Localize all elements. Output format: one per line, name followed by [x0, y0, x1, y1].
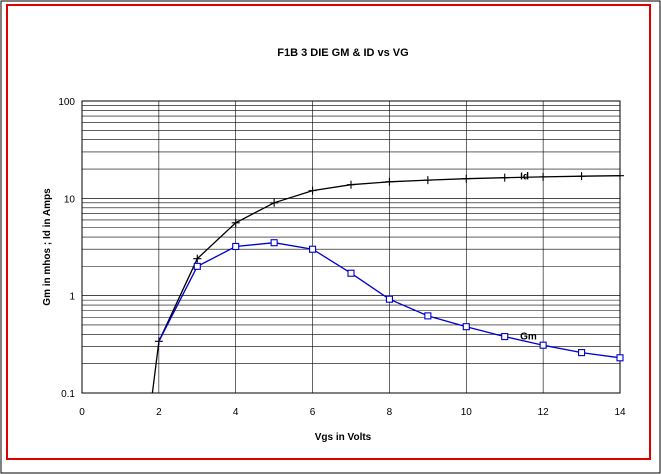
- series-annotation-label: Gm: [520, 331, 537, 342]
- y-tick-label: 100: [58, 97, 75, 108]
- x-tick-label: 0: [79, 407, 85, 418]
- data-point-id: [577, 172, 586, 181]
- y-tick-label: 1: [69, 292, 75, 303]
- y-axis-label: Gm in mhos ; Id in Amps: [42, 188, 53, 306]
- data-point-id: [539, 172, 548, 181]
- series-id: [151, 171, 624, 394]
- data-point-gm: [616, 354, 624, 362]
- data-point-gm: [501, 333, 509, 341]
- data-point-gm: [539, 341, 547, 349]
- data-point-id: [231, 218, 240, 227]
- data-point-id: [616, 171, 624, 180]
- plot-area-border: [81, 100, 621, 394]
- y-axis-ticks: 0.1 1 10 100: [58, 97, 75, 400]
- y-tick-label: 10: [64, 194, 76, 205]
- x-tick-label: 14: [614, 407, 626, 418]
- x-tick-label: 12: [538, 407, 550, 418]
- series-line-id: [151, 175, 621, 394]
- data-point-gm: [309, 245, 317, 253]
- chart-title: F1B 3 DIE GM & ID vs VG: [277, 47, 408, 59]
- data-point-gm: [385, 295, 393, 303]
- x-tick-label: 4: [233, 407, 239, 418]
- y-tick-label: 0.1: [61, 389, 75, 400]
- x-tick-label: 2: [156, 407, 162, 418]
- series-layer: [151, 171, 624, 394]
- data-point-gm: [193, 262, 201, 270]
- data-point-gm: [347, 269, 355, 277]
- data-point-id: [347, 180, 355, 189]
- annotations: Id Gm: [520, 171, 537, 342]
- data-point-id: [308, 186, 317, 195]
- series-gm: [158, 239, 624, 362]
- data-point-id: [193, 254, 202, 263]
- data-point-id: [500, 173, 509, 182]
- x-tick-label: 6: [310, 407, 316, 418]
- series-annotation-label: Id: [520, 171, 529, 182]
- chart-area-border: [6, 4, 651, 460]
- x-tick-label: 8: [387, 407, 393, 418]
- x-tick-label: 10: [461, 407, 473, 418]
- data-point-gm: [270, 239, 278, 247]
- data-point-gm: [578, 349, 586, 357]
- x-axis-ticks: 0 2 4 6 8 10 12 14: [79, 407, 626, 418]
- data-point-id: [270, 198, 279, 207]
- data-point-id: [423, 176, 432, 185]
- data-point-id: [385, 177, 394, 186]
- x-axis-label: Vgs in Volts: [315, 432, 372, 443]
- data-point-gm: [462, 323, 470, 331]
- data-point-gm: [424, 312, 432, 320]
- data-point-gm: [232, 242, 240, 251]
- data-point-id: [462, 174, 471, 183]
